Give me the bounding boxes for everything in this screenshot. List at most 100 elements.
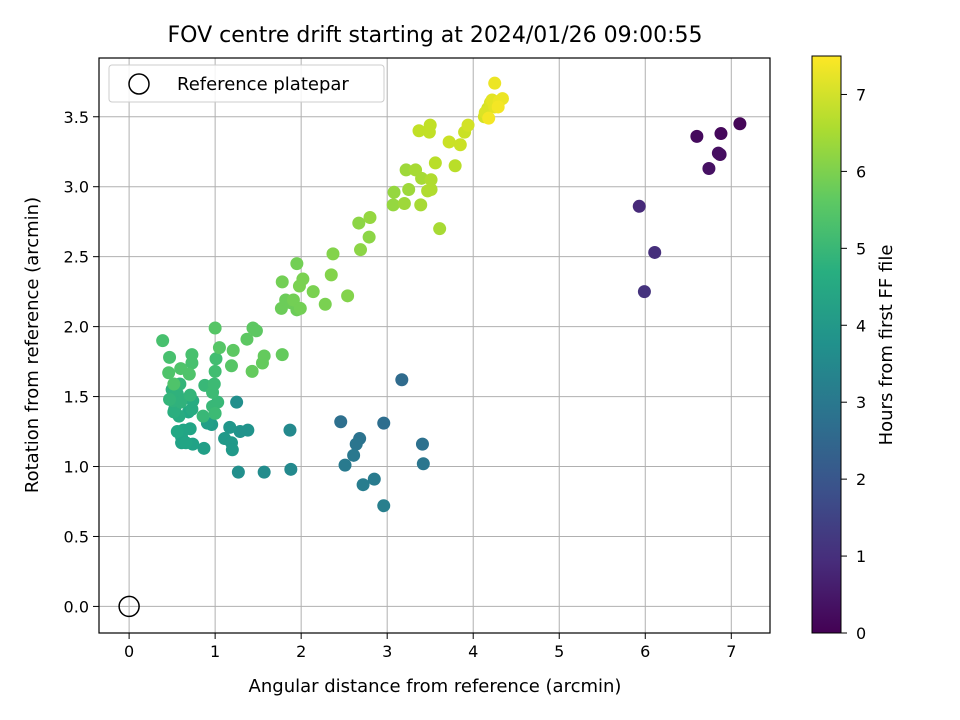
x-tick-label: 3 [382,642,392,661]
data-point [423,118,437,132]
y-tick-label: 1.5 [64,388,89,407]
data-point [415,437,429,451]
data-point [179,436,193,450]
data-point [354,243,368,257]
data-point [208,364,222,378]
colorbar-tick-label: 0 [856,624,866,643]
data-point [402,183,416,197]
data-point [207,377,221,391]
data-point [283,423,297,437]
y-tick-label: 0.5 [64,527,89,546]
data-point [163,392,177,406]
data-point [275,348,289,362]
y-tick-label: 3.0 [64,178,89,197]
data-point [733,117,747,131]
colorbar-tick-label: 4 [856,316,866,335]
data-point [341,289,355,303]
colorbar-label: Hours from first FF file [876,245,897,446]
data-point [349,437,363,451]
data-point [399,163,413,177]
data-point [226,343,240,357]
reference-point [118,595,140,618]
data-point [448,159,462,173]
data-point [284,462,298,476]
data-point [397,196,411,210]
colorbar-tick-label: 2 [856,470,866,489]
data-point [306,285,320,299]
colorbar-tick-label: 7 [856,85,866,104]
data-point [482,111,496,125]
data-point [296,272,310,286]
data-point [197,441,211,455]
data-point [290,257,304,271]
x-tick-label: 5 [554,642,564,661]
x-tick-label: 0 [124,642,134,661]
data-point [338,458,352,472]
y-tick-label: 2.0 [64,318,89,337]
data-point [424,183,438,197]
data-point [648,245,662,259]
y-axis-label: Rotation from reference (arcmin) [22,197,43,493]
data-point [183,388,197,402]
y-tick-label: 0.0 [64,597,89,616]
data-point [223,420,237,434]
x-tick-label: 4 [468,642,478,661]
legend-box [108,64,385,103]
data-point [185,348,199,362]
data-point [702,162,716,176]
data-point [453,138,467,152]
data-point [208,406,222,420]
x-tick-label: 7 [726,642,736,661]
data-point [637,285,651,299]
data-point [225,443,239,457]
x-axis-ticks: 0 1 2 3 4 5 6 7 [124,633,736,661]
data-point [240,332,254,346]
data-point [211,395,225,409]
data-point [208,321,222,335]
data-point [714,127,728,141]
legend-label: Reference platepar [177,74,349,95]
data-point [162,366,176,380]
data-point [293,301,307,315]
data-point [491,100,505,114]
y-axis-ticks: 0.0 0.5 1.0 1.5 2.0 2.5 3.0 3.5 [64,108,99,616]
data-point [387,185,401,199]
data-point [245,364,259,378]
colorbar-tick-label: 3 [856,393,866,412]
colorbar [811,55,842,634]
x-tick-label: 2 [296,642,306,661]
data-point [318,297,332,311]
y-tick-label: 3.5 [64,108,89,127]
data-points [156,76,747,513]
data-point [167,405,181,419]
data-point [212,341,226,355]
data-point [326,247,340,261]
data-point [182,367,196,381]
data-point [156,334,170,348]
colorbar-ticks: 0 1 2 3 4 5 6 7 [841,85,866,643]
data-point [347,448,361,462]
data-point [230,395,244,409]
colorbar-tick-label: 5 [856,239,866,258]
data-point [356,478,370,492]
data-point [711,146,725,160]
data-point [433,222,447,236]
data-point [196,409,210,423]
data-point [632,199,646,213]
data-point [249,324,263,338]
data-point [461,118,475,132]
data-point [275,275,289,289]
y-tick-label: 2.5 [64,248,89,267]
data-point [170,425,184,439]
data-point [377,499,391,513]
x-tick-label: 6 [640,642,650,661]
data-point [209,352,223,366]
colorbar-tick-label: 1 [856,547,866,566]
x-tick-label: 1 [210,642,220,661]
data-point [367,472,381,486]
data-point [395,373,409,387]
data-point [362,230,376,244]
data-point [257,349,271,363]
chart-title: FOV centre drift starting at 2024/01/26 … [168,23,703,48]
